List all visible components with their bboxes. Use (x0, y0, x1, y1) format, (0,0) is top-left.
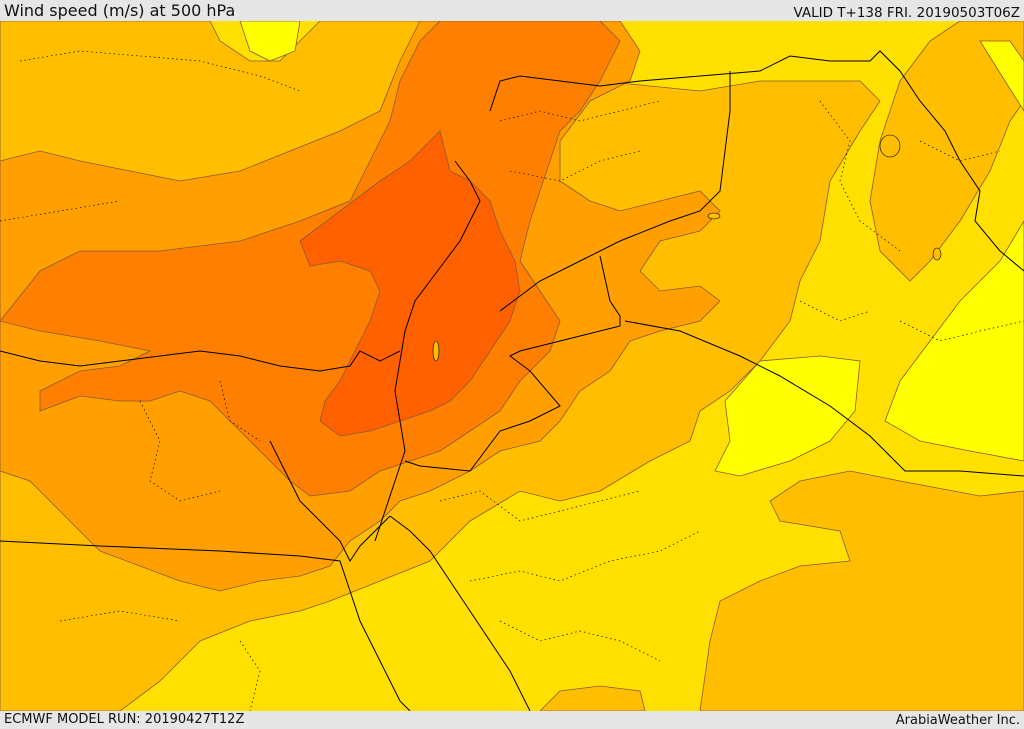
map-canvas (0, 21, 1024, 711)
model-run: ECMWF MODEL RUN: 20190427T12Z (4, 712, 245, 727)
title-bar: Wind speed (m/s) at 500 hPa VALID T+138 … (0, 0, 1024, 21)
band-lowest-ne (979, 40, 1024, 112)
lake-dead-sea (432, 340, 440, 362)
boundary-1 (19, 50, 301, 92)
coast-med-east (349, 350, 401, 367)
boundary-11 (919, 140, 1001, 162)
coast-sinai (269, 440, 391, 562)
boundary-13 (799, 300, 871, 322)
border-egypt (0, 540, 411, 711)
valid-time: VALID T+138 FRI. 20190503T06Z (793, 5, 1020, 21)
credit: ArabiaWeather Inc. (895, 713, 1020, 728)
country-borders (0, 50, 1024, 711)
band-mid-south-blob (539, 685, 646, 711)
lake-small-1 (707, 212, 721, 220)
border-north (489, 50, 1024, 272)
boundary-15 (239, 640, 261, 711)
band-mid-south (699, 470, 1024, 711)
footer-bar: ECMWF MODEL RUN: 20190427T12Z ArabiaWeat… (0, 711, 1024, 729)
border-jordan (404, 255, 621, 472)
border-saudi-iraq (624, 320, 1024, 477)
band-highest-core (299, 130, 521, 437)
boundary-3 (499, 100, 661, 122)
border-syria-iraq (499, 71, 731, 312)
band-lowest-east (884, 220, 1024, 462)
internal-boundaries (0, 50, 1024, 711)
boundary-7 (439, 490, 641, 522)
boundary-9 (499, 620, 661, 662)
boundary-6 (219, 380, 261, 442)
boundary-5 (139, 400, 221, 502)
border-levant (374, 160, 481, 542)
lake-small-2 (932, 247, 942, 261)
coast-turkey (0, 350, 351, 372)
boundary-4 (509, 150, 641, 182)
band-mid-east (869, 21, 1024, 282)
boundary-10 (819, 100, 901, 252)
band-lowest-center (714, 355, 861, 477)
coast-red-sea (389, 515, 531, 711)
lakes (432, 134, 942, 362)
boundary-12 (899, 320, 1024, 342)
wind-speed-map (0, 21, 1024, 711)
map-title: Wind speed (m/s) at 500 hPa (4, 1, 236, 20)
lake-van (879, 134, 901, 158)
band-lowest-north (239, 21, 301, 62)
